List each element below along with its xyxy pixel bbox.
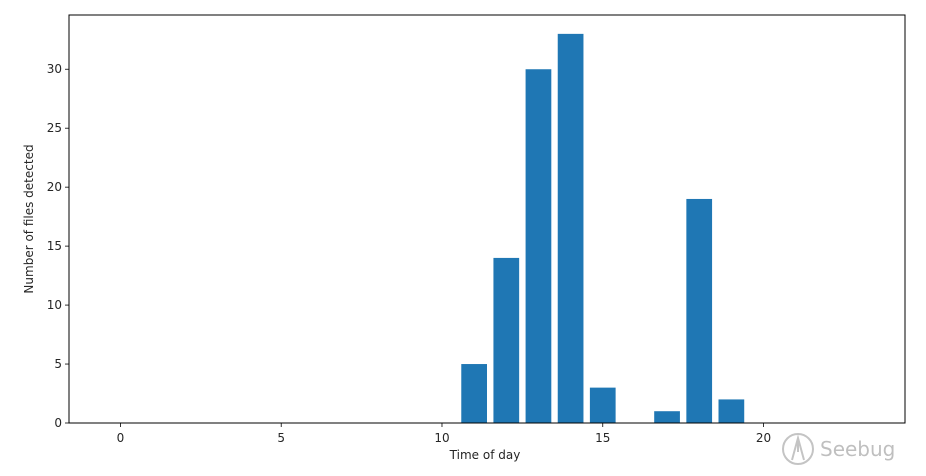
y-tick-label: 15 — [47, 239, 62, 253]
watermark: Seebug — [782, 433, 895, 465]
bar-hour-12 — [493, 257, 520, 423]
y-ticks: 0 5 10 15 20 25 30 — [47, 62, 69, 430]
bar-hour-19 — [718, 399, 745, 423]
y-tick-label: 25 — [47, 121, 62, 135]
x-tick-label: 0 — [117, 431, 125, 445]
bar-hour-14 — [557, 33, 584, 423]
y-axis-label: Number of files detected — [22, 144, 36, 293]
seebug-logo-icon — [782, 433, 814, 465]
y-tick-label: 30 — [47, 62, 62, 76]
bar-hour-15 — [589, 387, 616, 423]
watermark-text: Seebug — [820, 437, 895, 461]
bar-hour-17 — [654, 411, 680, 423]
y-tick-label: 10 — [47, 298, 62, 312]
y-tick-label: 20 — [47, 180, 62, 194]
x-tick-label: 10 — [434, 431, 449, 445]
x-axis-label: Time of day — [449, 448, 521, 462]
x-tick-label: 20 — [756, 431, 771, 445]
y-tick-label: 0 — [54, 416, 62, 430]
bar-hour-18 — [686, 198, 713, 423]
x-tick-label: 5 — [277, 431, 285, 445]
bar-hour-13 — [525, 69, 552, 424]
bars — [461, 33, 745, 424]
plot-frame — [68, 14, 906, 424]
x-tick-label: 15 — [595, 431, 610, 445]
bar-hour-11 — [461, 364, 487, 423]
y-tick-label: 5 — [54, 357, 62, 371]
x-ticks: 0 5 10 15 20 — [117, 423, 771, 445]
